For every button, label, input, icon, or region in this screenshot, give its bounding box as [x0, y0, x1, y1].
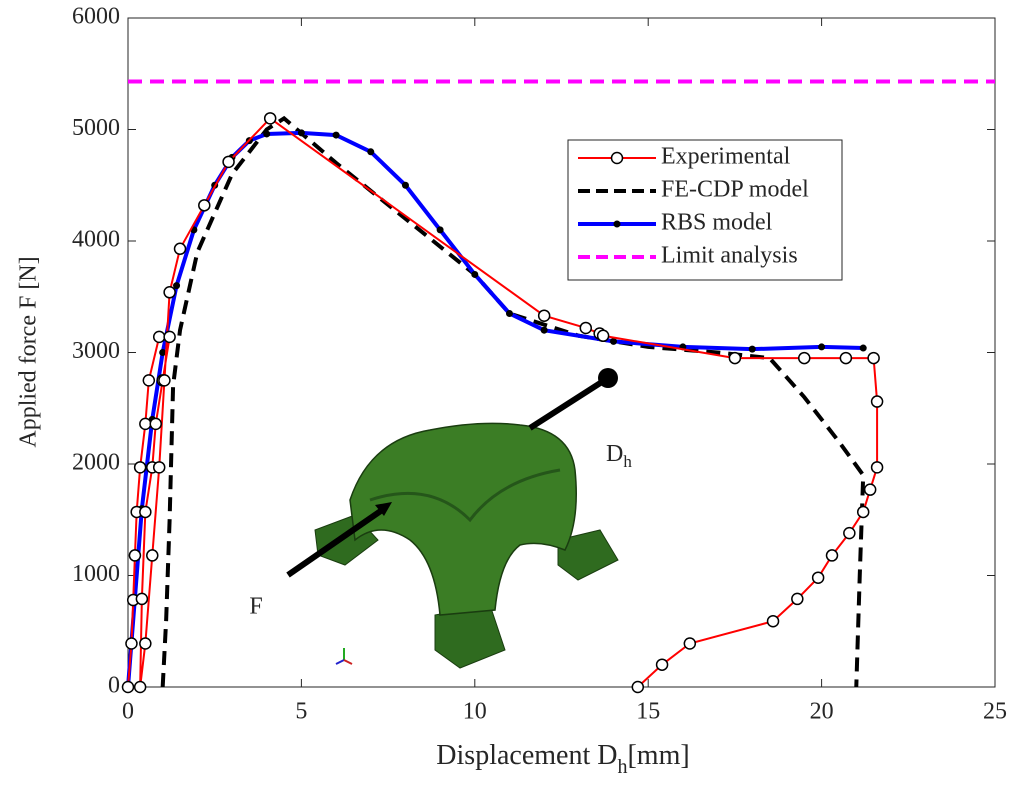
series-marker	[367, 148, 374, 155]
series-marker	[541, 327, 548, 334]
x-axis-label-sub: h	[617, 756, 627, 778]
series-marker	[123, 682, 134, 693]
x-tick-label: 10	[463, 699, 487, 725]
x-tick-label: 0	[122, 699, 134, 725]
legend-marker	[612, 153, 623, 164]
series-marker	[135, 682, 146, 693]
series-marker	[298, 129, 305, 136]
series-marker	[223, 156, 234, 167]
series-marker	[799, 353, 810, 364]
vault-inset	[288, 368, 618, 668]
series-marker	[813, 572, 824, 583]
chart: F Dh Displacement Dh[mm] Applied force F…	[0, 0, 1016, 791]
y-tick-label: 0	[108, 673, 120, 699]
y-axis-label: Applied force F [N]	[16, 256, 42, 447]
series-marker	[657, 659, 668, 670]
axes-box	[128, 18, 995, 687]
y-tick-label: 5000	[72, 115, 120, 141]
legend-marker	[614, 221, 621, 228]
y-tick-label: 4000	[72, 227, 120, 253]
series-marker	[140, 638, 151, 649]
legend-label: FE-CDP model	[661, 177, 809, 203]
y-tick-label: 6000	[72, 4, 120, 30]
x-tick-label: 5	[295, 699, 307, 725]
legend-label: Limit analysis	[661, 243, 798, 269]
displacement-label: Dh	[606, 441, 632, 471]
series-marker	[129, 550, 140, 561]
series-marker	[840, 353, 851, 364]
series-marker	[164, 331, 175, 342]
legend-label: Experimental	[661, 144, 791, 170]
series-marker	[263, 130, 270, 137]
series-marker	[868, 353, 879, 364]
series-marker	[598, 330, 609, 341]
series-marker	[135, 462, 146, 473]
series-marker	[136, 593, 147, 604]
plot-area	[123, 18, 996, 693]
series-marker	[729, 353, 740, 364]
series-marker	[140, 506, 151, 517]
series-marker	[768, 616, 779, 627]
series-marker	[199, 200, 210, 211]
series-marker	[154, 462, 165, 473]
series-marker	[164, 287, 175, 298]
page: F Dh Displacement Dh[mm] Applied force F…	[0, 0, 1016, 791]
series-marker	[858, 506, 869, 517]
series-marker	[175, 243, 186, 254]
series-marker	[860, 345, 867, 352]
displacement-label-sub: h	[623, 452, 632, 471]
legend-label: RBS model	[661, 210, 773, 236]
series-marker	[684, 638, 695, 649]
x-tick-label: 25	[983, 699, 1007, 725]
y-tick-label: 2000	[72, 450, 120, 476]
series-marker	[818, 343, 825, 350]
series-marker	[402, 182, 409, 189]
x-tick-label: 20	[810, 699, 834, 725]
displacement-label-main: D	[606, 441, 623, 467]
series-marker	[140, 418, 151, 429]
force-label: F	[249, 594, 262, 620]
series-marker	[333, 132, 340, 139]
x-tick-label: 15	[636, 699, 660, 725]
series-marker	[872, 462, 883, 473]
x-axis-label-main: Displacement D	[436, 740, 617, 771]
series-marker	[749, 346, 756, 353]
y-tick-label: 1000	[72, 561, 120, 587]
series-marker	[471, 271, 478, 278]
series-marker	[865, 484, 876, 495]
series-marker	[154, 331, 165, 342]
series-marker	[827, 550, 838, 561]
series-marker	[539, 310, 550, 321]
series-marker	[265, 113, 276, 124]
series-marker	[506, 310, 513, 317]
series-marker	[159, 375, 170, 386]
series-marker	[580, 322, 591, 333]
x-axis-label-unit: [mm]	[627, 740, 689, 771]
series-marker	[143, 375, 154, 386]
series-marker	[632, 682, 643, 693]
series-marker	[844, 528, 855, 539]
series-marker	[872, 396, 883, 407]
y-tick-label: 3000	[72, 338, 120, 364]
series-marker	[126, 638, 137, 649]
series-marker	[150, 418, 161, 429]
series-marker	[147, 550, 158, 561]
x-axis-label: Displacement Dh[mm]	[436, 740, 689, 777]
series-marker	[437, 226, 444, 233]
series-marker	[792, 593, 803, 604]
